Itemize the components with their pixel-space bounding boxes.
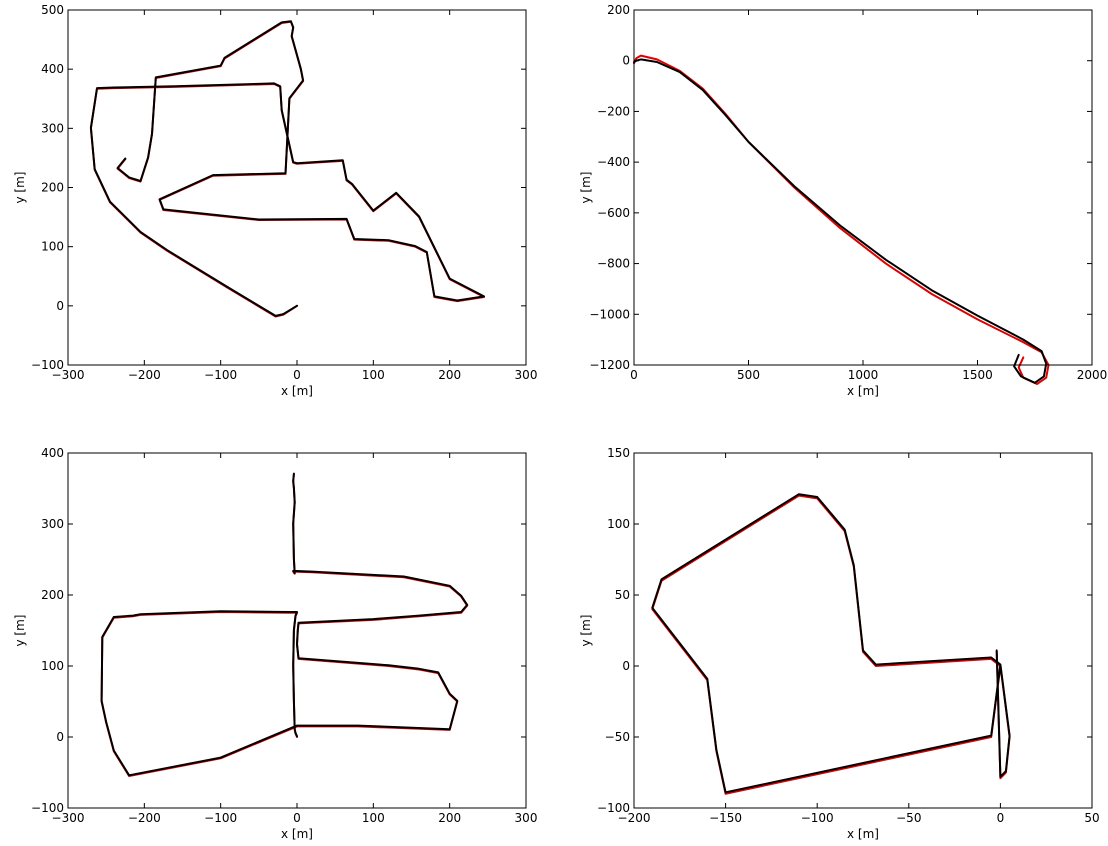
x-tick-label: 0 (293, 368, 301, 382)
x-tick-label: −50 (896, 811, 921, 825)
x-tick-label: 200 (438, 811, 461, 825)
subplot-2: 0 500 1000 1500 2000−1200−1000−800−600−400−2… (579, 3, 1107, 398)
y-tick-label: −100 (597, 801, 630, 815)
x-tick-label: 0 (293, 811, 301, 825)
red-trajectory-line (633, 54, 1050, 385)
x-tick-label: −200 (618, 811, 651, 825)
x-axis-label: x [m] (847, 384, 879, 398)
x-axis-label: x [m] (847, 827, 879, 841)
x-tick-label: 300 (515, 811, 538, 825)
y-tick-label: 0 (56, 299, 64, 313)
y-tick-label: 150 (607, 446, 630, 460)
y-tick-label: 100 (41, 659, 64, 673)
black-trajectory-line (651, 493, 1011, 794)
x-tick-label: −100 (204, 368, 237, 382)
x-tick-label: 300 (515, 368, 538, 382)
red-trajectory-line (651, 494, 1011, 795)
x-axis-label: x [m] (281, 384, 313, 398)
x-tick-label: −200 (128, 368, 161, 382)
x-tick-label: 200 (438, 368, 461, 382)
y-tick-label: −100 (31, 358, 64, 372)
y-tick-label: −1000 (589, 307, 630, 321)
x-tick-label: −100 (801, 811, 834, 825)
axes-frame (633, 452, 1093, 809)
x-tick-label: 1000 (848, 368, 879, 382)
black-trajectory-line (89, 20, 485, 317)
x-tick-label: −300 (52, 368, 85, 382)
x-tick-label: 0 (997, 811, 1005, 825)
x-tick-label: −100 (204, 811, 237, 825)
y-tick-label: 100 (41, 240, 64, 254)
y-tick-label: −100 (31, 801, 64, 815)
x-tick-label: 50 (1084, 811, 1099, 825)
y-tick-label: −200 (597, 104, 630, 118)
y-tick-label: 200 (41, 181, 64, 195)
x-tick-label: 100 (362, 811, 385, 825)
y-tick-label: 300 (41, 517, 64, 531)
y-tick-label: 100 (607, 517, 630, 531)
y-tick-label: 0 (56, 730, 64, 744)
axes-frame (67, 9, 527, 366)
y-tick-label: 50 (615, 588, 630, 602)
x-tick-label: −300 (52, 811, 85, 825)
y-tick-label: −400 (597, 155, 630, 169)
y-tick-label: 0 (622, 659, 630, 673)
y-tick-label: −50 (605, 730, 630, 744)
x-tick-label: 500 (737, 368, 760, 382)
y-tick-label: 200 (607, 3, 630, 17)
y-tick-label: 400 (41, 62, 64, 76)
y-tick-label: −800 (597, 257, 630, 271)
axes-frame (633, 9, 1093, 366)
y-tick-label: −1200 (589, 358, 630, 372)
y-tick-label: 500 (41, 3, 64, 17)
y-axis-label: y [m] (13, 615, 27, 647)
y-tick-label: −600 (597, 206, 630, 220)
subplot-3: −300 −200 −100 0 100 200 300 −100 0 100 200 300 400 x… (13, 446, 537, 841)
x-tick-label: −200 (128, 811, 161, 825)
x-tick-label: −150 (709, 811, 742, 825)
black-trajectory-line (633, 58, 1048, 384)
black-trajectory-line (100, 472, 469, 777)
y-tick-label: 200 (41, 588, 64, 602)
x-tick-label: 100 (362, 368, 385, 382)
x-tick-label: 0 (630, 368, 638, 382)
y-tick-label: 0 (622, 54, 630, 68)
subplot-4: −200 −150 −100 −50 0 50 −100 −50 0 50 100 150 x [m] y… (579, 446, 1100, 841)
y-axis-label: y [m] (579, 615, 593, 647)
x-tick-label: 2000 (1077, 368, 1108, 382)
y-tick-label: 400 (41, 446, 64, 460)
subplot-1: −300 −200 −100 0 100 200 300 −100 0 100 200 300 400 5… (13, 3, 537, 398)
y-tick-label: 300 (41, 121, 64, 135)
x-axis-label: x [m] (281, 827, 313, 841)
x-tick-label: 1500 (962, 368, 993, 382)
y-axis-label: y [m] (579, 172, 593, 204)
y-axis-label: y [m] (13, 172, 27, 204)
red-trajectory-line (89, 20, 485, 318)
